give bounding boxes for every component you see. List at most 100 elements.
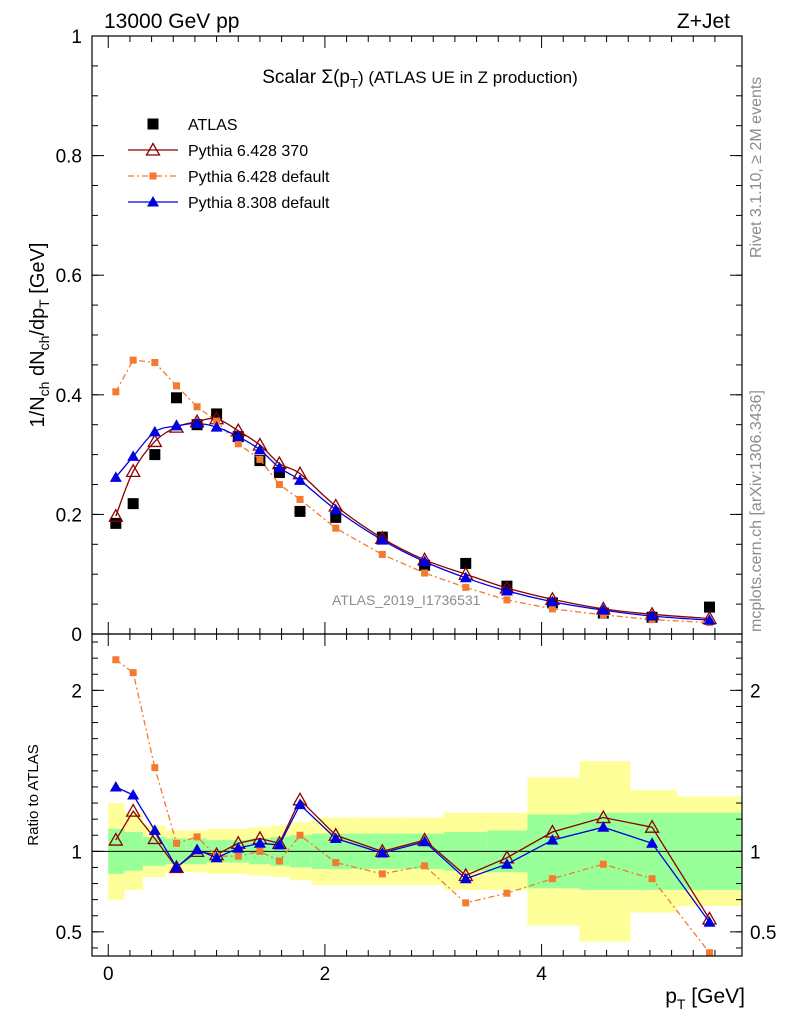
point-P6def	[112, 388, 120, 396]
ratio-point-P6def	[548, 875, 556, 883]
point-ATLAS	[211, 408, 223, 420]
point-P6def	[378, 550, 386, 558]
point-P8	[232, 430, 245, 442]
point-P8	[273, 461, 286, 473]
point-P6def	[234, 440, 242, 448]
ratio-series-P8	[109, 780, 716, 927]
point-P6def	[129, 356, 137, 364]
point-P6def	[275, 481, 283, 488]
ratio-y-tick-label: 2	[71, 681, 82, 702]
ratio-point-P8	[191, 843, 204, 855]
series-P6def	[112, 356, 713, 627]
main-y-axis-label: 1/Nch dNch/dpT [GeV]	[27, 243, 52, 428]
ratio-point-P8	[418, 835, 431, 847]
point-P8	[170, 419, 183, 431]
legend-entry-P6def: Pythia 6.428 default	[128, 169, 330, 186]
ratio-point-P6def	[378, 870, 386, 878]
ratio-point-P6def	[462, 899, 470, 907]
point-ATLAS	[110, 517, 122, 529]
point-P8	[127, 450, 140, 461]
ratio-point-P8	[210, 851, 223, 863]
point-ATLAS	[460, 557, 472, 569]
point-P6def	[599, 611, 607, 619]
ratio-plot: 0.5 0.5 1 1 2 2 0 2 4 Ratio to ATLAS pT [GeV]	[25, 633, 776, 1012]
ratio-point-P6def	[129, 669, 137, 677]
point-P6def	[296, 495, 304, 503]
main-y-tick-label: 0.8	[56, 147, 82, 168]
ratio-point-P6def	[706, 949, 713, 957]
ratio-point-P8	[273, 838, 286, 850]
ratio-point-P8	[500, 858, 513, 869]
header-left: 13000 GeV pp	[104, 10, 239, 33]
ratio-point-P6def	[256, 847, 264, 855]
ratio-point-P6def	[296, 831, 304, 839]
point-P8	[329, 503, 342, 515]
main-y-tick-label: 0.2	[56, 505, 82, 526]
main-y-tick-label: 0.4	[56, 386, 83, 407]
ratio-point-P8	[148, 824, 161, 835]
ratio-y-tick-label: 1	[71, 842, 82, 863]
ratio-y-tick-label-right: 0.5	[750, 923, 776, 944]
point-ATLAS	[127, 498, 139, 510]
point-P8	[500, 584, 513, 596]
point-P8	[253, 443, 266, 455]
ratio-point-P6def	[234, 852, 242, 860]
point-ATLAS	[294, 505, 306, 517]
point-P6def	[151, 359, 159, 367]
legend: ATLAS Pythia 6.428 370 Pythia 6.428 defaul…	[128, 117, 330, 212]
ratio-point-P8	[329, 832, 342, 843]
ratio-point-P8	[294, 798, 306, 810]
ratio-point-P6def	[503, 889, 511, 897]
side-label-top: Rivet 3.1.10, ≥ 2M events	[748, 77, 765, 258]
x-tick-label: 4	[536, 964, 547, 985]
ratio-point-P6370	[147, 830, 163, 845]
series-line-P6def	[115, 359, 710, 624]
ratio-point-P6def	[332, 859, 340, 867]
series-line-P6370	[115, 417, 710, 620]
series-P8	[109, 417, 716, 625]
ratio-point-P6def	[193, 833, 201, 841]
ratio-point-P6def	[648, 875, 656, 883]
ratio-point-P8	[376, 846, 389, 858]
ratio-point-P6370	[168, 859, 185, 874]
x-axis-label: pT [GeV]	[665, 985, 745, 1012]
main-plot: ATLAS_2019_I1736531 0 0.2 0.4 0.6 0.8 1 Scala…	[27, 27, 743, 646]
ratio-point-P6370	[644, 819, 660, 833]
x-tick-label: 0	[103, 964, 114, 985]
point-P6def	[462, 583, 470, 591]
ratio-point-P8	[253, 837, 266, 848]
point-P6370	[108, 508, 124, 522]
point-P6def	[421, 569, 429, 577]
point-ATLAS	[171, 392, 182, 404]
legend-marker	[149, 172, 157, 180]
point-P6def	[173, 382, 180, 390]
header-right: Z+Jet	[677, 10, 730, 33]
point-ATLAS	[149, 449, 161, 461]
legend-label: ATLAS	[188, 117, 238, 134]
point-ATLAS	[330, 511, 342, 523]
point-P8	[703, 614, 716, 625]
point-P6def	[193, 403, 201, 411]
point-P8	[459, 571, 472, 583]
side-label-bottom: mcplots.cern.ch [arXiv:1306.3436]	[748, 390, 765, 632]
main-plot-title: Scalar Σ(pT) (ATLAS UE in Z production)	[262, 67, 578, 91]
ratio-point-P8	[597, 821, 610, 832]
point-P6def	[256, 455, 264, 463]
point-P6370	[147, 433, 163, 448]
legend-label: Pythia 6.428 default	[188, 169, 330, 186]
ratio-point-P6def	[421, 862, 429, 870]
ratio-y-axis-label: Ratio to ATLAS	[25, 744, 42, 845]
ratio-point-P6def	[275, 857, 283, 865]
legend-marker	[145, 142, 161, 156]
point-ATLAS	[273, 467, 285, 479]
main-y-tick-label: 0	[71, 625, 82, 646]
ratio-point-P8	[170, 861, 183, 872]
legend-marker	[147, 118, 159, 130]
main-y-tick-label: 1	[71, 27, 82, 48]
ratio-point-P8	[109, 780, 122, 792]
point-P8	[294, 474, 306, 485]
point-P8	[418, 555, 431, 567]
point-P8	[597, 604, 610, 615]
point-P6370	[125, 463, 141, 477]
x-tick-label: 2	[320, 964, 331, 985]
